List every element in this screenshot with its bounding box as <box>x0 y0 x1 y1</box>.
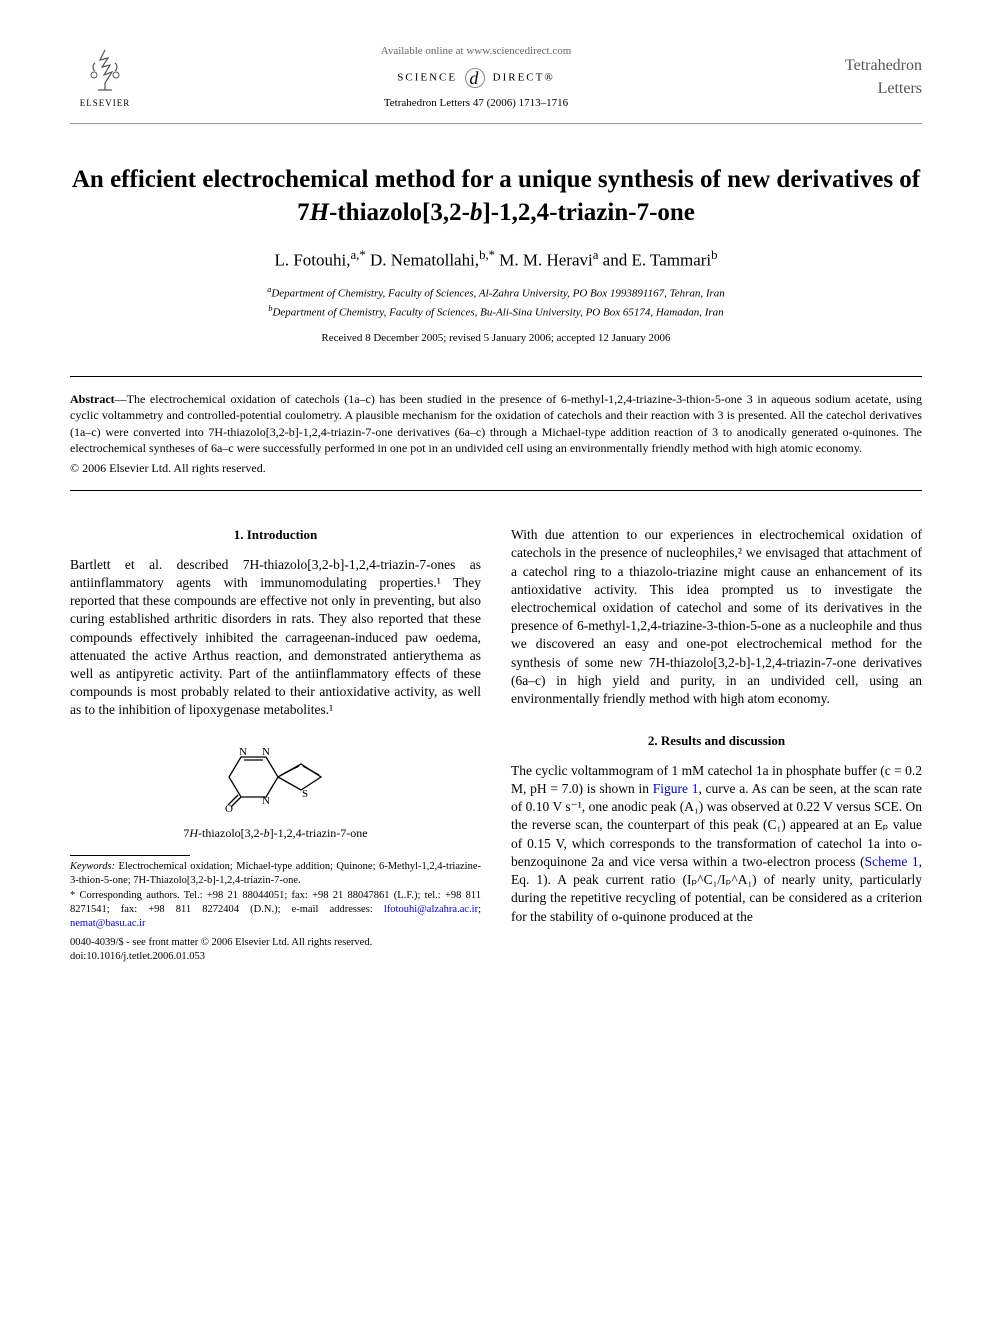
svg-text:O: O <box>225 803 233 812</box>
title-part: ]-1,2,4-triazin-7-one <box>482 199 694 226</box>
sd-right: DIRECT® <box>493 71 555 83</box>
keywords: Keywords: Electrochemical oxidation; Mic… <box>70 860 481 887</box>
affiliations: aDepartment of Chemistry, Faculty of Sci… <box>70 284 922 320</box>
intro-heading: 1. Introduction <box>70 526 481 544</box>
sd-left: SCIENCE <box>397 71 457 83</box>
abstract-text: —The electrochemical oxidation of catech… <box>70 392 922 455</box>
footer: 0040-4039/$ - see front matter © 2006 El… <box>70 936 922 963</box>
article-dates: Received 8 December 2005; revised 5 Janu… <box>70 331 922 346</box>
svg-text:N: N <box>262 746 270 758</box>
available-online-text: Available online at www.sciencedirect.co… <box>140 44 812 59</box>
scheme-link[interactable]: Scheme 1 <box>865 854 919 869</box>
page-container: ELSEVIER Available online at www.science… <box>0 0 992 1004</box>
authors: L. Fotouhi,a,* D. Nematollahi,b,* M. M. … <box>70 247 922 272</box>
corr-label: * Corresponding authors. <box>70 890 180 901</box>
molecule-diagram: N N N O S <box>211 742 341 812</box>
abstract-top-rule <box>70 376 922 377</box>
svg-text:N: N <box>239 746 247 758</box>
keywords-label: Keywords: <box>70 861 115 872</box>
abstract: Abstract—The electrochemical oxidation o… <box>70 391 922 476</box>
left-column: 1. Introduction Bartlett et al. describe… <box>70 526 481 930</box>
article-title: An efficient electrochemical method for … <box>70 164 922 229</box>
corresponding-authors: * Corresponding authors. Tel.: +98 21 88… <box>70 889 481 930</box>
footer-line1: 0040-4039/$ - see front matter © 2006 El… <box>70 937 372 948</box>
svg-text:S: S <box>301 788 307 800</box>
title-italic: b <box>470 199 483 226</box>
header: ELSEVIER Available online at www.science… <box>70 40 922 115</box>
results-heading: 2. Results and discussion <box>511 732 922 750</box>
sd-at-icon: d <box>465 68 485 88</box>
journal-brand: Tetrahedron Letters <box>812 55 922 100</box>
svg-text:N: N <box>262 795 270 807</box>
copyright: © 2006 Elsevier Ltd. All rights reserved… <box>70 460 922 476</box>
brand-line1: Tetrahedron <box>845 57 922 74</box>
results-paragraph-1: The cyclic voltammogram of 1 mM catechol… <box>511 762 922 926</box>
title-part: -thiazolo[3,2- <box>329 199 470 226</box>
footer-line2: doi:10.1016/j.tetlet.2006.01.053 <box>70 951 205 962</box>
abstract-bottom-rule <box>70 490 922 491</box>
email-link-2[interactable]: nemat@basu.ac.ir <box>70 918 146 929</box>
email-sep: ; <box>478 904 481 915</box>
brand-line2: Letters <box>878 80 922 97</box>
elsevier-tree-icon <box>80 45 130 95</box>
abstract-label: Abstract <box>70 392 115 406</box>
col2-paragraph-1: With due attention to our experiences in… <box>511 526 922 708</box>
elsevier-label: ELSEVIER <box>80 97 131 110</box>
header-center: Available online at www.sciencedirect.co… <box>140 44 812 111</box>
right-column: With due attention to our experiences in… <box>511 526 922 930</box>
affiliation-a: Department of Chemistry, Faculty of Scie… <box>271 288 725 300</box>
title-italic: H <box>310 199 329 226</box>
header-rule <box>70 123 922 124</box>
figure-link[interactable]: Figure 1 <box>653 781 699 796</box>
footnote-rule <box>70 855 190 856</box>
journal-reference: Tetrahedron Letters 47 (2006) 1713–1716 <box>140 96 812 111</box>
body-columns: 1. Introduction Bartlett et al. describe… <box>70 526 922 930</box>
elsevier-logo: ELSEVIER <box>70 40 140 115</box>
chemical-structure: N N N O S <box>70 742 481 817</box>
intro-paragraph-1: Bartlett et al. described 7H-thiazolo[3,… <box>70 556 481 720</box>
keywords-text: Electrochemical oxidation; Michael-type … <box>70 861 481 886</box>
email-link-1[interactable]: lfotouhi@alzahra.ac.ir <box>384 904 478 915</box>
chem-caption: 7H-thiazolo[3,2-b]-1,2,4-triazin-7-one <box>70 825 481 841</box>
affiliation-b: Department of Chemistry, Faculty of Scie… <box>272 306 723 318</box>
sciencedirect-logo: SCIENCE d DIRECT® <box>140 68 812 88</box>
